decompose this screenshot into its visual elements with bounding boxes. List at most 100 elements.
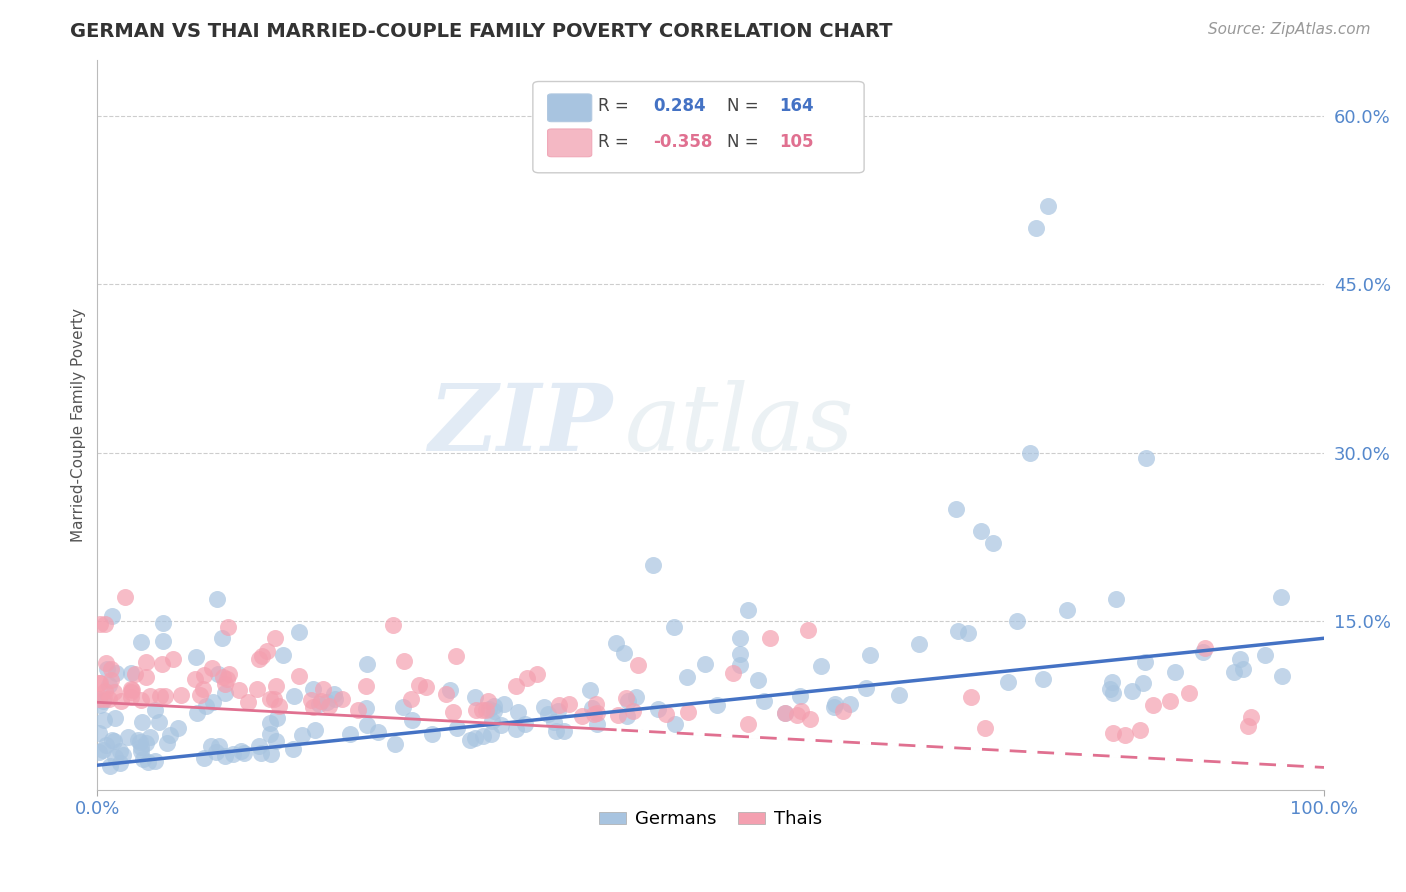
Point — [288, 669, 311, 683]
Point — [676, 670, 699, 684]
Text: -0.358: -0.358 — [654, 133, 713, 151]
Point — [759, 632, 782, 646]
Point — [150, 657, 173, 671]
Point — [981, 535, 1004, 549]
Point — [494, 697, 516, 711]
Point — [617, 693, 640, 707]
Point — [1194, 640, 1216, 655]
Point — [1007, 615, 1029, 629]
Point — [166, 721, 188, 735]
Point — [159, 728, 181, 742]
Point — [810, 659, 832, 673]
Point — [444, 648, 467, 663]
Point — [269, 698, 291, 713]
Point — [271, 648, 294, 663]
Point — [641, 558, 664, 573]
Point — [627, 657, 650, 672]
Point — [250, 746, 273, 760]
Point — [458, 732, 481, 747]
Point — [309, 694, 332, 708]
Point — [135, 736, 157, 750]
Point — [98, 759, 121, 773]
Text: 0.284: 0.284 — [654, 96, 706, 114]
Point — [908, 637, 931, 651]
Point — [301, 682, 323, 697]
Point — [471, 703, 494, 717]
Point — [89, 698, 111, 713]
Point — [1253, 648, 1275, 662]
Point — [87, 726, 110, 740]
Point — [91, 743, 114, 757]
Text: ZIP: ZIP — [429, 380, 613, 470]
Point — [384, 737, 406, 751]
Point — [508, 705, 530, 719]
Point — [1159, 694, 1181, 708]
Point — [299, 692, 322, 706]
Point — [195, 698, 218, 713]
Point — [347, 702, 370, 716]
Point — [124, 666, 146, 681]
Point — [266, 711, 288, 725]
Point — [558, 697, 581, 711]
Point — [606, 707, 628, 722]
Point — [264, 734, 287, 748]
Point — [139, 689, 162, 703]
Point — [621, 704, 644, 718]
Point — [260, 747, 283, 761]
Point — [754, 694, 776, 708]
Point — [318, 699, 340, 714]
Point — [250, 649, 273, 664]
Point — [420, 727, 443, 741]
Point — [212, 670, 235, 684]
Point — [183, 672, 205, 686]
Point — [382, 617, 405, 632]
Point — [217, 620, 239, 634]
Point — [93, 684, 115, 698]
Y-axis label: Married-Couple Family Poverty: Married-Couple Family Poverty — [72, 308, 86, 541]
Point — [415, 680, 437, 694]
Point — [339, 727, 361, 741]
Text: atlas: atlas — [624, 380, 855, 470]
Point — [624, 690, 647, 704]
Point — [790, 704, 813, 718]
Point — [823, 699, 845, 714]
Point — [1133, 656, 1156, 670]
Text: N =: N = — [727, 133, 763, 151]
Point — [232, 746, 254, 760]
Point — [969, 524, 991, 539]
Text: GERMAN VS THAI MARRIED-COUPLE FAMILY POVERTY CORRELATION CHART: GERMAN VS THAI MARRIED-COUPLE FAMILY POV… — [70, 22, 893, 41]
Point — [721, 665, 744, 680]
Point — [786, 708, 808, 723]
Point — [773, 706, 796, 720]
Point — [1102, 726, 1125, 740]
Point — [110, 694, 132, 708]
Point — [1270, 590, 1292, 604]
Point — [148, 714, 170, 729]
Point — [797, 623, 820, 637]
Point — [824, 698, 846, 712]
Point — [832, 704, 855, 718]
Point — [439, 682, 461, 697]
Point — [188, 688, 211, 702]
Text: 105: 105 — [779, 133, 814, 151]
Point — [170, 688, 193, 702]
Point — [737, 716, 759, 731]
Point — [100, 662, 122, 676]
Point — [946, 624, 969, 638]
Point — [211, 632, 233, 646]
Point — [526, 667, 548, 681]
Point — [325, 691, 347, 706]
Point — [484, 704, 506, 718]
Point — [1099, 682, 1122, 697]
Point — [316, 695, 339, 709]
Point — [129, 744, 152, 758]
Point — [97, 678, 120, 692]
Point — [1191, 645, 1213, 659]
Point — [283, 689, 305, 703]
Point — [129, 740, 152, 755]
Point — [737, 603, 759, 617]
Point — [1164, 665, 1187, 680]
Point — [200, 739, 222, 753]
Point — [1229, 651, 1251, 665]
Point — [585, 697, 607, 711]
